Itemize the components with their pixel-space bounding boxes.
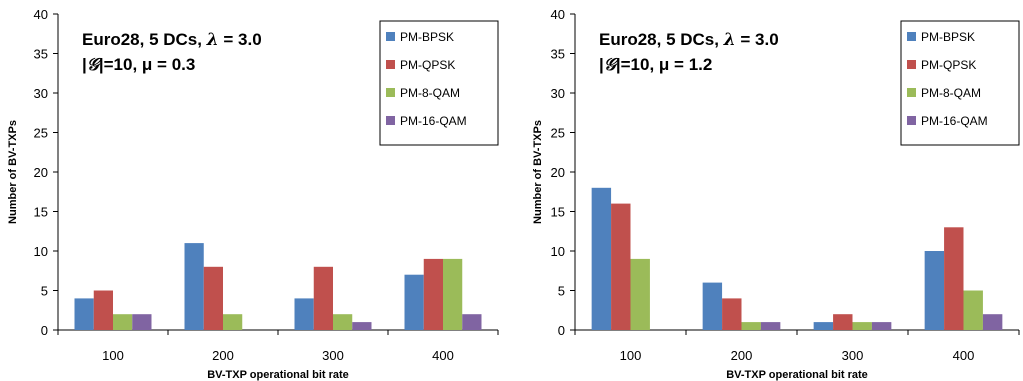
legend-label: PM-BPSK (921, 30, 975, 44)
bar-pm-16-qam-400 (982, 314, 1003, 330)
bar-pm-8-qam-300 (852, 322, 872, 330)
bar-pm-16-qam-400 (462, 314, 482, 330)
y-tick-label: 25 (551, 126, 565, 141)
chart-1: 0 5 10 15 20 25 30 35 40 100 200 300 400 BV-TXP opera… (7, 7, 499, 381)
bar-pm-qpsk-400 (944, 227, 964, 330)
y-tick-label: 20 (34, 165, 48, 180)
legend-swatch (907, 32, 916, 41)
annotation-suffix: = 3.0 (219, 30, 262, 49)
y-tick-label: 15 (551, 205, 565, 220)
bar-pm-qpsk-200 (722, 298, 742, 330)
legend-label: PM-8-QAM (400, 86, 460, 100)
bar-pm-16-qam-100 (132, 314, 152, 330)
bar-pm-8-qam-100 (113, 314, 133, 330)
legend: PM-BPSK PM-QPSK PM-8-QAM PM-16-QAM (379, 20, 499, 146)
bar-pm-16-qam-300 (352, 322, 372, 330)
bar-pm-qpsk-400 (423, 258, 443, 330)
lambda-symbol: λ (723, 30, 736, 50)
y-axis-title: Number of BV-TXPs (7, 120, 19, 224)
legend-label: PM-QPSK (921, 58, 976, 72)
bar-pm-bpsk-400 (404, 274, 424, 330)
legend-swatch (386, 32, 395, 41)
annotation-line-2: |𝒢|=10, μ = 1.2 (599, 55, 712, 75)
annotation-suffix: = 3.0 (736, 30, 779, 49)
y-tick-label: 30 (34, 86, 48, 101)
bar-pm-bpsk-100 (74, 298, 94, 330)
annotation-bar: | (599, 55, 604, 74)
g-symbol: 𝒢 (604, 55, 619, 75)
annotation-prefix: Euro28, 5 DCs, (82, 30, 207, 49)
y-tick-label: 0 (41, 323, 48, 338)
legend-swatch (386, 116, 395, 125)
bar-pm-8-qam-400 (443, 258, 463, 330)
g-symbol: 𝒢 (87, 55, 102, 75)
legend-swatch (907, 60, 916, 69)
y-tick-label: 40 (551, 7, 565, 22)
bar-pm-qpsk-300 (833, 314, 853, 330)
bar-pm-bpsk-300 (813, 322, 834, 330)
y-tick-label: 30 (551, 86, 565, 101)
bar-pm-16-qam-300 (871, 322, 892, 330)
bar-pm-qpsk-100 (611, 203, 631, 330)
bar-pm-qpsk-200 (203, 266, 223, 330)
bar-pm-8-qam-400 (963, 290, 983, 330)
bar-pm-8-qam-200 (741, 322, 761, 330)
legend-box (379, 20, 499, 146)
y-tick-label: 20 (551, 165, 565, 180)
y-tick-label: 10 (34, 244, 48, 259)
y-tick-label: 5 (558, 284, 565, 299)
annotation-rest: |=10, μ = 0.3 (99, 55, 195, 74)
bar-pm-8-qam-100 (630, 258, 650, 330)
bar-pm-qpsk-300 (313, 266, 333, 330)
legend-label: PM-QPSK (400, 58, 455, 72)
legend: PM-BPSK PM-QPSK PM-8-QAM PM-16-QAM (900, 20, 1020, 146)
lambda-symbol: λ (206, 30, 219, 50)
legend-swatch (386, 60, 395, 69)
y-tick-label: 40 (34, 7, 48, 22)
bar-pm-bpsk-400 (924, 251, 945, 330)
x-tick-label: 100 (102, 348, 124, 363)
legend-swatch (907, 88, 916, 97)
y-tick-label: 35 (34, 47, 48, 62)
bar-pm-bpsk-200 (184, 243, 204, 330)
annotation-bar: | (82, 55, 87, 74)
annotation-line-2: |𝒢|=10, μ = 0.3 (82, 55, 195, 75)
x-tick-label: 400 (953, 348, 975, 363)
x-tick-label: 300 (322, 348, 344, 363)
x-tick-label: 200 (212, 348, 234, 363)
y-axis-title: Number of BV-TXPs (532, 120, 544, 224)
x-axis-title: BV-TXP operational bit rate (207, 369, 349, 381)
annotation-rest: |=10, μ = 1.2 (616, 55, 712, 74)
annotation-line-1: Euro28, 5 DCs, λ = 3.0 (82, 30, 262, 50)
chart-2: 0 5 10 15 20 25 30 35 40 100 200 300 400 BV-TXP opera… (532, 7, 1020, 381)
x-tick-label: 300 (842, 348, 864, 363)
legend-label: PM-16-QAM (921, 114, 988, 128)
legend-label: PM-8-QAM (921, 86, 981, 100)
legend-label: PM-BPSK (400, 30, 454, 44)
bar-pm-bpsk-300 (294, 298, 314, 330)
bar-pm-8-qam-300 (333, 314, 353, 330)
legend-box (900, 20, 1020, 146)
annotation-line-1: Euro28, 5 DCs, λ = 3.0 (599, 30, 779, 50)
x-tick-label: 400 (432, 348, 454, 363)
annotation-prefix: Euro28, 5 DCs, (599, 30, 724, 49)
y-tick-label: 15 (34, 205, 48, 220)
bar-pm-bpsk-200 (702, 282, 723, 330)
bar-pm-bpsk-100 (591, 187, 612, 330)
y-tick-label: 0 (558, 323, 565, 338)
x-tick-label: 100 (620, 348, 642, 363)
y-tick-label: 10 (551, 244, 565, 259)
bar-pm-16-qam-200 (760, 322, 781, 330)
x-axis-title: BV-TXP operational bit rate (726, 369, 868, 381)
legend-swatch (907, 116, 916, 125)
y-tick-label: 35 (551, 47, 565, 62)
bar-pm-qpsk-100 (93, 290, 113, 330)
x-tick-label: 200 (731, 348, 753, 363)
legend-swatch (386, 88, 395, 97)
legend-label: PM-16-QAM (400, 114, 467, 128)
bar-pm-8-qam-200 (223, 314, 243, 330)
y-tick-label: 5 (41, 284, 48, 299)
y-tick-label: 25 (34, 126, 48, 141)
